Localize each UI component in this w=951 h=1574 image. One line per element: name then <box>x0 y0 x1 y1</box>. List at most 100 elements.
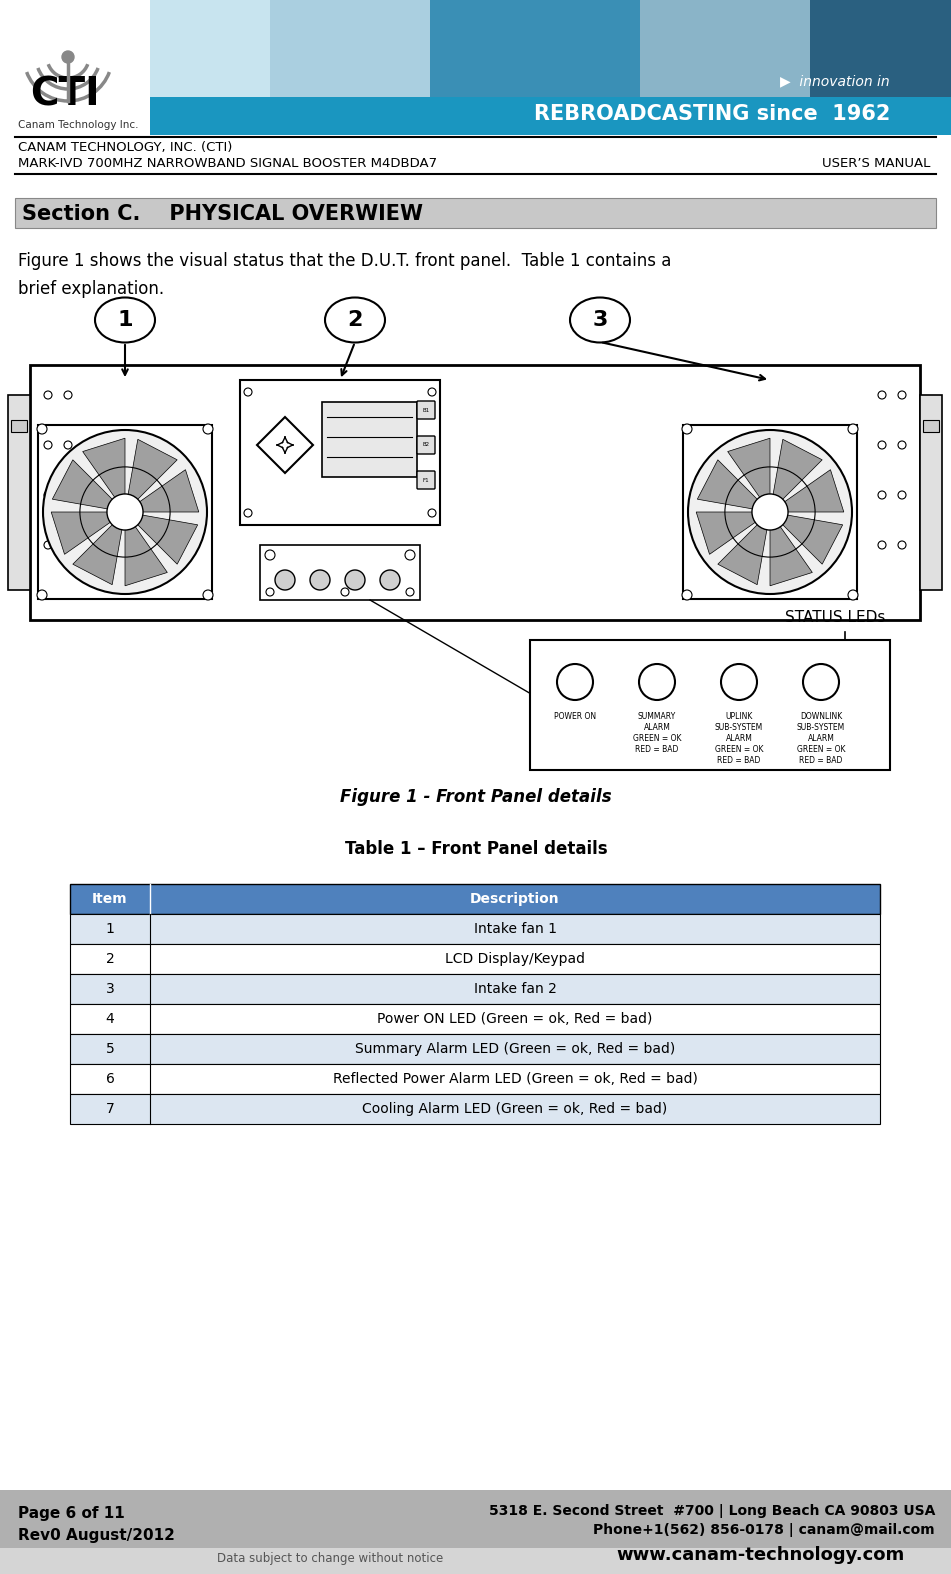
Bar <box>920 395 942 590</box>
Text: 3: 3 <box>106 982 114 996</box>
Bar <box>810 0 951 131</box>
Ellipse shape <box>18 9 118 120</box>
Circle shape <box>688 430 852 593</box>
Text: SUMMARY
ALARM
GREEN = OK
RED = BAD: SUMMARY ALARM GREEN = OK RED = BAD <box>632 711 681 754</box>
Text: Figure 1 - Front Panel details: Figure 1 - Front Panel details <box>340 789 611 806</box>
Bar <box>70 944 880 974</box>
Polygon shape <box>770 512 843 563</box>
Circle shape <box>275 570 295 590</box>
Text: Table 1 – Front Panel details: Table 1 – Front Panel details <box>344 841 608 858</box>
Text: CANAM TECHNOLOGY, INC. (CTI): CANAM TECHNOLOGY, INC. (CTI) <box>18 142 232 154</box>
Circle shape <box>639 664 675 700</box>
Bar <box>70 1094 880 1124</box>
Circle shape <box>721 664 757 700</box>
Circle shape <box>803 664 839 700</box>
Circle shape <box>682 590 692 600</box>
Polygon shape <box>770 439 823 512</box>
Bar <box>30 365 920 620</box>
Text: Cooling Alarm LED (Green = ok, Red = bad): Cooling Alarm LED (Green = ok, Red = bad… <box>362 1102 668 1116</box>
Bar <box>70 1004 880 1034</box>
Text: Description: Description <box>470 892 560 907</box>
Text: 1: 1 <box>117 310 133 331</box>
Ellipse shape <box>95 297 155 343</box>
Bar <box>38 425 212 600</box>
Polygon shape <box>125 512 167 586</box>
Circle shape <box>107 494 143 530</box>
Circle shape <box>203 423 213 434</box>
Circle shape <box>682 423 692 434</box>
Bar <box>70 1064 880 1094</box>
Text: STATUS LEDs: STATUS LEDs <box>785 611 885 625</box>
Bar <box>150 0 270 131</box>
Text: Section C.    PHYSICAL OVERWIEW: Section C. PHYSICAL OVERWIEW <box>22 205 423 224</box>
Circle shape <box>557 664 593 700</box>
FancyBboxPatch shape <box>417 436 435 453</box>
Text: 3: 3 <box>592 310 608 331</box>
Text: Phone+1(562) 856-0178 | canam@mail.com: Phone+1(562) 856-0178 | canam@mail.com <box>593 1524 935 1536</box>
Text: Reflected Power Alarm LED (Green = ok, Red = bad): Reflected Power Alarm LED (Green = ok, R… <box>333 1072 697 1086</box>
Bar <box>430 0 640 131</box>
Polygon shape <box>696 512 770 554</box>
Text: LCD Display/Keypad: LCD Display/Keypad <box>445 952 585 966</box>
Text: POWER ON: POWER ON <box>553 711 596 721</box>
Bar <box>150 98 951 135</box>
Bar <box>530 641 890 770</box>
Text: 4: 4 <box>106 1012 114 1026</box>
FancyBboxPatch shape <box>417 471 435 490</box>
Bar <box>260 545 420 600</box>
Circle shape <box>37 423 47 434</box>
Polygon shape <box>125 469 199 512</box>
Ellipse shape <box>570 297 630 343</box>
Text: F1: F1 <box>422 477 429 483</box>
Bar <box>150 0 951 135</box>
Text: 5: 5 <box>106 1042 114 1056</box>
Polygon shape <box>52 460 125 512</box>
Text: Data subject to change without notice: Data subject to change without notice <box>217 1552 443 1565</box>
Text: Canam Technology Inc.: Canam Technology Inc. <box>18 120 139 131</box>
Bar <box>15 198 936 228</box>
Bar <box>70 1034 880 1064</box>
Text: Summary Alarm LED (Green = ok, Red = bad): Summary Alarm LED (Green = ok, Red = bad… <box>355 1042 675 1056</box>
Text: Intake fan 2: Intake fan 2 <box>474 982 556 996</box>
Polygon shape <box>73 512 125 584</box>
Circle shape <box>752 494 788 530</box>
Text: B2: B2 <box>422 442 430 447</box>
Text: DOWNLINK
SUB-SYSTEM
ALARM
GREEN = OK
RED = BAD: DOWNLINK SUB-SYSTEM ALARM GREEN = OK RED… <box>797 711 845 765</box>
Text: 2: 2 <box>347 310 362 331</box>
FancyBboxPatch shape <box>417 401 435 419</box>
Polygon shape <box>697 460 770 512</box>
Circle shape <box>37 590 47 600</box>
Circle shape <box>345 570 365 590</box>
Bar <box>640 0 810 131</box>
Polygon shape <box>728 438 770 512</box>
Circle shape <box>62 50 74 63</box>
Polygon shape <box>718 512 770 584</box>
Ellipse shape <box>325 297 385 343</box>
Bar <box>8 395 30 590</box>
Text: Power ON LED (Green = ok, Red = bad): Power ON LED (Green = ok, Red = bad) <box>378 1012 652 1026</box>
Bar <box>322 401 417 477</box>
Text: ▶  innovation in: ▶ innovation in <box>781 74 890 88</box>
Polygon shape <box>770 512 812 586</box>
Bar <box>923 420 939 431</box>
Bar <box>70 914 880 944</box>
Text: CTI: CTI <box>30 76 100 113</box>
Text: B1: B1 <box>422 408 430 412</box>
Text: Item: Item <box>92 892 127 907</box>
Bar <box>11 420 27 431</box>
Bar <box>683 425 857 600</box>
Bar <box>0 1547 951 1574</box>
Text: www.canam-technology.com: www.canam-technology.com <box>616 1546 904 1565</box>
Bar <box>70 974 880 1004</box>
Text: Page 6 of 11
Rev0 August/2012: Page 6 of 11 Rev0 August/2012 <box>18 1506 175 1543</box>
Text: 7: 7 <box>106 1102 114 1116</box>
Text: REBROADCASTING since  1962: REBROADCASTING since 1962 <box>534 104 890 124</box>
Bar <box>270 0 430 131</box>
Polygon shape <box>770 469 844 512</box>
Text: Intake fan 1: Intake fan 1 <box>474 922 556 937</box>
Circle shape <box>380 570 400 590</box>
Circle shape <box>203 590 213 600</box>
Text: 1: 1 <box>106 922 114 937</box>
Polygon shape <box>125 439 177 512</box>
Bar <box>0 1491 951 1547</box>
